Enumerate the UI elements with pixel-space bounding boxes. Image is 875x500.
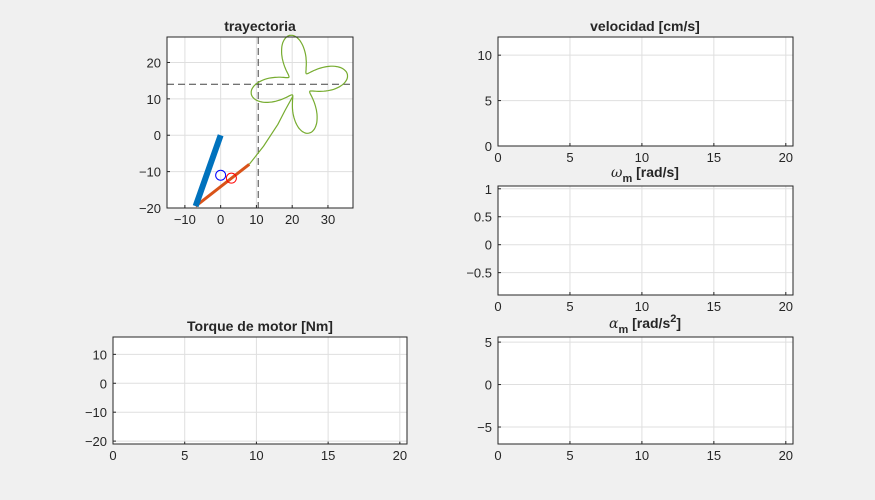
x-tick-label: 10	[635, 299, 649, 314]
chart-title: trayectoria	[224, 18, 296, 34]
x-tick-label: 0	[494, 299, 501, 314]
y-tick-label: 0	[100, 376, 107, 391]
x-tick-labels: −10 0 10 20 30	[174, 212, 335, 227]
chart-title: Torque de motor [Nm]	[187, 318, 333, 334]
x-tick-label: 0	[494, 448, 501, 463]
title-subscript: m	[618, 324, 628, 336]
joint-marker	[215, 169, 227, 181]
y-tick-label: 0	[485, 139, 492, 154]
axes-border	[497, 185, 794, 296]
x-tick-labels: 0 5 10 15 20	[494, 299, 793, 314]
y-tick-label: 20	[147, 55, 161, 70]
y-tick-label: −10	[85, 405, 107, 420]
plot-area	[497, 36, 794, 147]
axes-border	[112, 336, 408, 445]
y-grid	[113, 353, 407, 442]
x-tick-label: 0	[494, 150, 501, 165]
title-end: ]	[676, 315, 681, 331]
axes-alpha-m: 0 5 10 15 20 −505 αm [rad/s2]	[477, 313, 794, 463]
y-tick-label: 5	[485, 94, 492, 109]
axes-omega-m: 0 5 10 15 20 −0.5 0 0.5 1 ωm [rad/s]	[466, 164, 794, 314]
x-tick-label: 5	[566, 448, 573, 463]
x-tick-label: −10	[174, 212, 196, 227]
link-1	[192, 134, 224, 208]
x-tick-labels: 0 5 10 15 20	[494, 150, 793, 165]
x-tick-label: 15	[321, 448, 335, 463]
y-tick-label: 0.5	[474, 210, 492, 225]
y-tick-label: 0	[485, 238, 492, 253]
y-tick-label: 1	[485, 182, 492, 197]
title-symbol: ω	[611, 165, 623, 181]
x-tick-label: 15	[707, 448, 721, 463]
axes-velocidad: 0 5 10 15 20 0 5 10 velocidad [cm/s]	[478, 18, 794, 165]
y-tick-label: −20	[85, 434, 107, 449]
x-tick-label: 30	[321, 212, 335, 227]
link-2	[194, 163, 251, 208]
chart-title: velocidad [cm/s]	[590, 18, 700, 34]
x-tick-label: 20	[779, 448, 793, 463]
x-tick-label: 20	[779, 150, 793, 165]
x-tick-label: 20	[285, 212, 299, 227]
x-tick-label: 15	[707, 150, 721, 165]
y-tick-labels: 0 5 10	[478, 48, 492, 154]
plot-marks	[167, 34, 353, 208]
y-tick-label: 10	[147, 92, 161, 107]
x-tick-label: 10	[635, 150, 649, 165]
x-tick-label: 10	[249, 212, 263, 227]
y-grid	[498, 341, 793, 428]
axes-border	[497, 336, 794, 445]
y-tick-label: 10	[93, 347, 107, 362]
y-tick-labels: −5 0 5	[477, 335, 492, 435]
plot-area	[497, 336, 794, 445]
plot-area	[112, 336, 408, 445]
axes-border	[497, 36, 794, 147]
axes-border	[166, 36, 354, 209]
title-unit: [rad/s	[628, 315, 670, 331]
trajectory-path	[248, 34, 349, 165]
y-tick-labels: −20 −10 0 10 20	[139, 55, 161, 216]
x-tick-label: 5	[566, 299, 573, 314]
x-tick-label: 20	[779, 299, 793, 314]
chart-title: αm [rad/s2]	[609, 313, 681, 336]
x-tick-label: 20	[393, 448, 407, 463]
y-tick-label: 5	[485, 335, 492, 350]
x-grid	[184, 37, 329, 208]
y-tick-labels: −0.5 0 0.5 1	[466, 182, 492, 281]
y-tick-label: −0.5	[466, 266, 492, 281]
x-tick-labels: 0 5 10 15 20	[494, 448, 793, 463]
y-tick-label: 0	[485, 378, 492, 393]
x-tick-label: 5	[181, 448, 188, 463]
title-superscript: 2	[670, 313, 676, 325]
x-tick-label: 10	[249, 448, 263, 463]
title-symbol: α	[609, 316, 619, 332]
axes-trayectoria: −10 0 10 20 30 −20 −10 0 10 20 trayectoria	[139, 18, 354, 227]
y-tick-label: −10	[139, 165, 161, 180]
axes-torque: 0 5 10 15 20 −20 −10 0 10 Torque de motor [Nm]	[85, 318, 408, 463]
y-tick-label: −20	[139, 201, 161, 216]
y-tick-labels: −20 −10 0 10	[85, 347, 107, 449]
x-tick-label: 0	[109, 448, 116, 463]
x-tick-label: 10	[635, 448, 649, 463]
x-tick-label: 5	[566, 150, 573, 165]
y-tick-label: −5	[477, 420, 492, 435]
chart-title: ωm [rad/s]	[611, 164, 679, 185]
joint-marker	[225, 172, 237, 184]
plot-area	[166, 36, 354, 209]
y-grid	[498, 188, 793, 274]
y-tick-label: 0	[154, 128, 161, 143]
x-tick-label: 15	[707, 299, 721, 314]
x-tick-label: 0	[217, 212, 224, 227]
title-unit: [rad/s]	[632, 164, 679, 180]
title-subscript: m	[622, 173, 632, 185]
y-tick-label: 10	[478, 48, 492, 63]
plot-area	[497, 185, 794, 296]
x-tick-labels: 0 5 10 15 20	[109, 448, 407, 463]
